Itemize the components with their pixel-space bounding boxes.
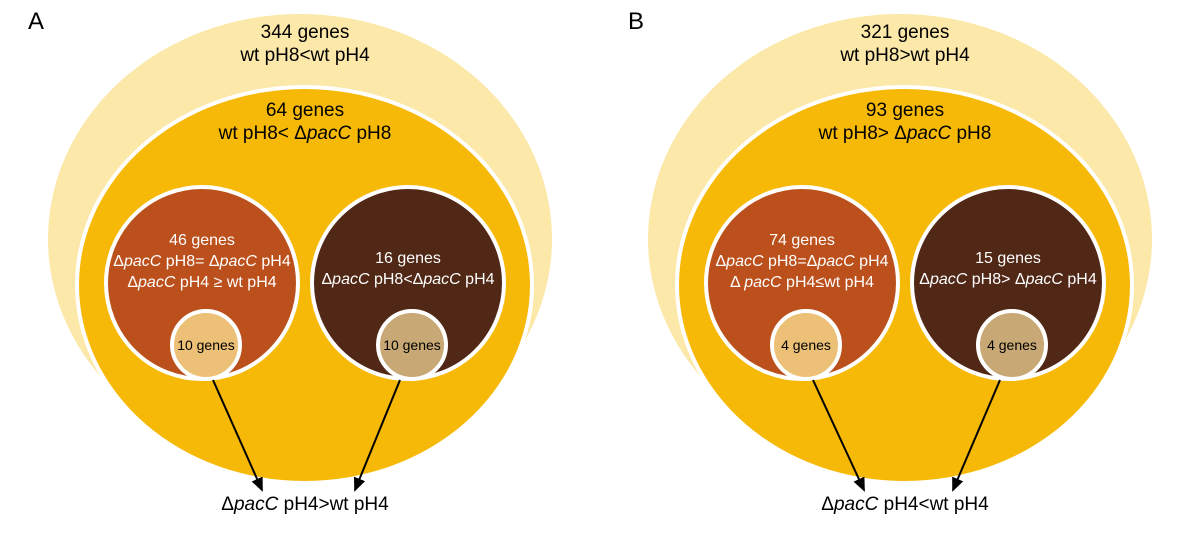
inner-right-a: 16 genes ΔpacC pH8<ΔpacC pH4 10 genes [310, 185, 506, 381]
small-left-b: 4 genes [770, 309, 842, 381]
panel-a: A 344 genes wt pH8<wt pH4 64 genes wt pH… [20, 0, 590, 547]
outer-count-a: 344 genes [261, 22, 350, 43]
inner-right-b: 15 genes ΔpacC pH8> ΔpacC pH4 4 genes [910, 185, 1106, 381]
inner-right-text-b: 15 genes ΔpacC pH8> ΔpacC pH4 [914, 249, 1102, 291]
outer-label-a: 344 genes wt pH8<wt pH4 [20, 22, 590, 68]
inner-left-text-a: 46 genes ΔpacC pH8= ΔpacC pH4 ΔpacC pH4 … [108, 231, 296, 293]
middle-count-a: 64 genes [266, 100, 344, 121]
bottom-label-b: ΔpacC pH4<wt pH4 [620, 494, 1190, 516]
panel-b: B 321 genes wt pH8>wt pH4 93 genes wt pH… [620, 0, 1190, 547]
small-left-a: 10 genes [170, 309, 242, 381]
inner-left-b: 74 genes ΔpacC pH8=ΔpacC pH4 Δ pacC pH4≤… [704, 185, 900, 381]
outer-count-b: 321 genes [861, 22, 950, 43]
middle-label-a: 64 genes wt pH8< ΔpacC pH8 [20, 100, 590, 146]
outer-label-b: 321 genes wt pH8>wt pH4 [620, 22, 1190, 68]
bottom-label-a: ΔpacC pH4>wt pH4 [20, 494, 590, 516]
inner-left-text-b: 74 genes ΔpacC pH8=ΔpacC pH4 Δ pacC pH4≤… [708, 231, 896, 293]
small-right-a: 10 genes [376, 309, 448, 381]
middle-label-b: 93 genes wt pH8> ΔpacC pH8 [620, 100, 1190, 146]
outer-relation-a: wt pH8<wt pH4 [240, 45, 369, 66]
inner-left-a: 46 genes ΔpacC pH8= ΔpacC pH4 ΔpacC pH4 … [104, 185, 300, 381]
small-right-b: 4 genes [976, 309, 1048, 381]
middle-count-b: 93 genes [866, 100, 944, 121]
outer-relation-b: wt pH8>wt pH4 [840, 45, 969, 66]
inner-right-text-a: 16 genes ΔpacC pH8<ΔpacC pH4 [314, 249, 502, 291]
